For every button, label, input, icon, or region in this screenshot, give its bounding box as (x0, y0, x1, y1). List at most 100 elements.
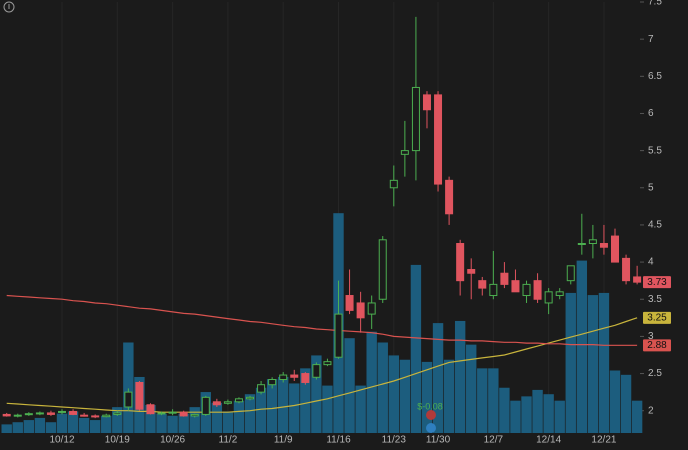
candle-body (478, 280, 487, 289)
candle-body (80, 414, 89, 417)
volume-bar (89, 420, 101, 433)
volume-bar (145, 404, 156, 433)
volume-bar (112, 407, 123, 433)
candle-body (234, 398, 243, 403)
candle-body (223, 401, 232, 404)
candle-body (599, 243, 608, 248)
volume-bar (123, 342, 134, 433)
volume-bar (499, 387, 510, 433)
candle-body (445, 179, 454, 215)
candle-body (69, 410, 78, 415)
candle-body (411, 86, 420, 152)
price-tag (643, 276, 671, 289)
volume-bar (1, 424, 12, 433)
volume-bar (45, 422, 57, 433)
x-tick-label: 12/7 (484, 435, 504, 446)
candle-body (577, 243, 586, 246)
candle-body (422, 94, 431, 111)
candle-body (257, 384, 266, 393)
volume-bar (631, 400, 643, 433)
volume-bar (12, 422, 23, 433)
y-tick-label: 2 (648, 405, 654, 416)
volume-bar (510, 400, 521, 433)
candle-body (46, 412, 55, 415)
candle-body (157, 412, 166, 415)
volume-bar (454, 320, 466, 433)
volume-bar (543, 394, 554, 433)
moving-average (6, 294, 638, 346)
candle-body (611, 235, 619, 263)
volume-bar (189, 407, 200, 433)
volume-bar (598, 292, 610, 433)
candle-body (279, 374, 288, 380)
candle-body (13, 414, 22, 417)
x-tick-label: 11/23 (382, 435, 407, 446)
candle-body (334, 313, 343, 358)
volume-bar (156, 413, 167, 433)
candle-body (91, 415, 100, 418)
x-tick-label: 10/12 (49, 435, 74, 446)
y-tick-label: 3.5 (648, 294, 662, 305)
volume-bar (576, 260, 588, 433)
volume-bar (211, 402, 223, 433)
y-tick-label: 6.5 (648, 71, 662, 82)
y-tick-label: 3 (648, 331, 654, 342)
candle-body (168, 411, 177, 414)
candle-body (35, 412, 44, 415)
x-tick-label: 10/19 (105, 435, 130, 446)
volume-bar (244, 394, 256, 433)
candle-body (201, 396, 210, 415)
x-tick-label: 11/30 (426, 435, 451, 446)
volume-bar (289, 383, 300, 433)
candle-body (290, 374, 299, 378)
volume-bar (377, 342, 388, 433)
x-tick-label: 10/26 (160, 435, 185, 446)
candle-body (212, 401, 221, 406)
y-tick-label: 4 (648, 257, 654, 268)
candle-body (533, 280, 542, 300)
earnings-annotation: $-0.08 (417, 401, 443, 411)
volume-bar (554, 400, 565, 433)
candle-body (378, 239, 387, 300)
volume-bar (443, 359, 455, 433)
info-icon[interactable] (3, 1, 15, 13)
x-tick-label: 11/2 (219, 435, 238, 446)
candle-body (456, 243, 465, 282)
volume-bar (34, 417, 46, 433)
volume-bar (366, 331, 377, 433)
volume-bar (410, 264, 422, 433)
candle-body (268, 378, 277, 386)
candle-body (135, 381, 144, 410)
candle-body (113, 412, 122, 415)
candle-body (467, 269, 476, 274)
volume-bar (322, 385, 333, 433)
volume-bar (278, 376, 289, 433)
candle-body (190, 413, 199, 417)
volume-bar (300, 368, 311, 433)
volume-bar (609, 370, 621, 433)
candle-body (179, 411, 188, 417)
volume-bar (255, 387, 267, 433)
volume-bar (488, 368, 499, 433)
candle-body (356, 302, 365, 319)
volume-bar (311, 355, 322, 433)
volume-bar (587, 295, 599, 433)
volume-bar (388, 355, 399, 433)
price-tag-label: 3.73 (647, 277, 667, 288)
y-tick-label: 6 (648, 108, 654, 119)
candle-body (555, 291, 564, 297)
volume-bar (266, 379, 278, 433)
candle-body (500, 272, 509, 285)
volume-bar (344, 338, 355, 433)
event-icon (426, 423, 436, 433)
volume-bar (432, 323, 444, 433)
candle-body (400, 150, 409, 155)
price-tag-label: 3.25 (647, 312, 667, 323)
candle-body (489, 283, 498, 297)
x-tick-label: 12/21 (591, 435, 616, 446)
candle-body (367, 302, 376, 315)
y-tick-label: 2.5 (648, 368, 662, 379)
candle-body (389, 179, 398, 189)
candle-body (434, 94, 443, 185)
